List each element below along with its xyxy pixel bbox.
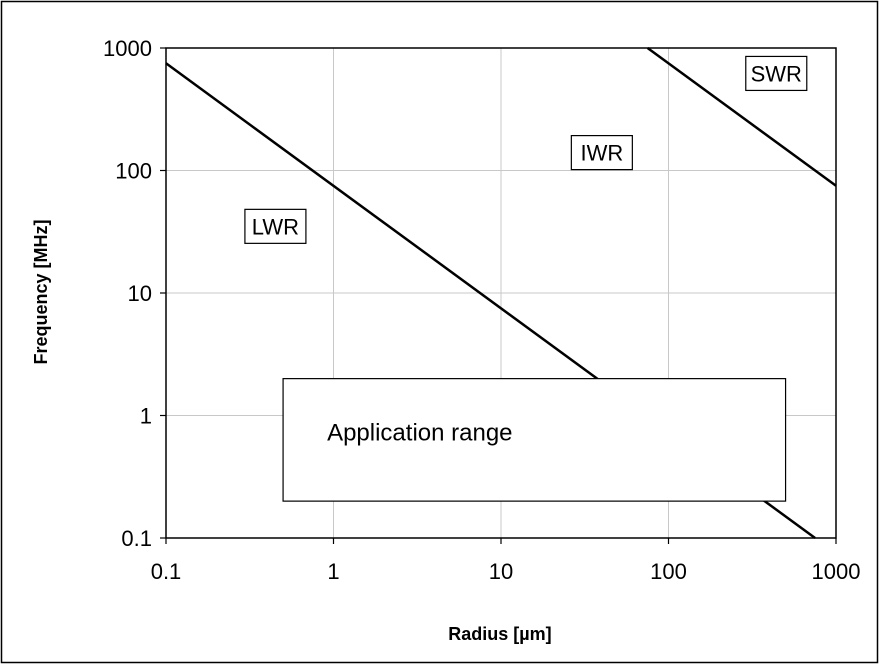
boundary-line-2	[646, 46, 837, 187]
region-lwr-box	[244, 208, 307, 244]
x-tick-label: 1	[327, 559, 339, 584]
x-tick-label: 0.1	[151, 559, 182, 584]
plot-area	[165, 47, 837, 539]
application-range-box	[282, 378, 787, 502]
region-iwr-label: IWR	[580, 141, 623, 166]
region-iwr-box	[570, 134, 633, 171]
x-tick-label: 10	[489, 559, 513, 584]
x-tick-labels: 0.1 1 10 100 1000	[151, 559, 861, 584]
y-axis-title: Frequency [MHz]	[31, 219, 51, 364]
y-tick-labels: 0.1 1 10 100 1000	[103, 36, 152, 551]
region-swr-box	[745, 55, 808, 92]
region-lwr-label: LWR	[252, 214, 299, 239]
y-tick-label: 100	[115, 159, 152, 184]
y-tick-label: 1000	[103, 36, 152, 61]
region-labels: LWR IWR SWR	[244, 55, 808, 244]
application-range-layer: Application range	[282, 378, 787, 502]
y-tick-label: 10	[128, 281, 152, 306]
x-tick-label: 100	[650, 559, 687, 584]
region-swr-label: SWR	[751, 61, 802, 86]
x-tick-label: 1000	[812, 559, 861, 584]
y-tick-label: 0.1	[121, 526, 152, 551]
x-axis-title: Radius [µm]	[448, 624, 551, 644]
y-tick-label: 1	[140, 404, 152, 429]
application-range-label: Application range	[327, 420, 512, 447]
